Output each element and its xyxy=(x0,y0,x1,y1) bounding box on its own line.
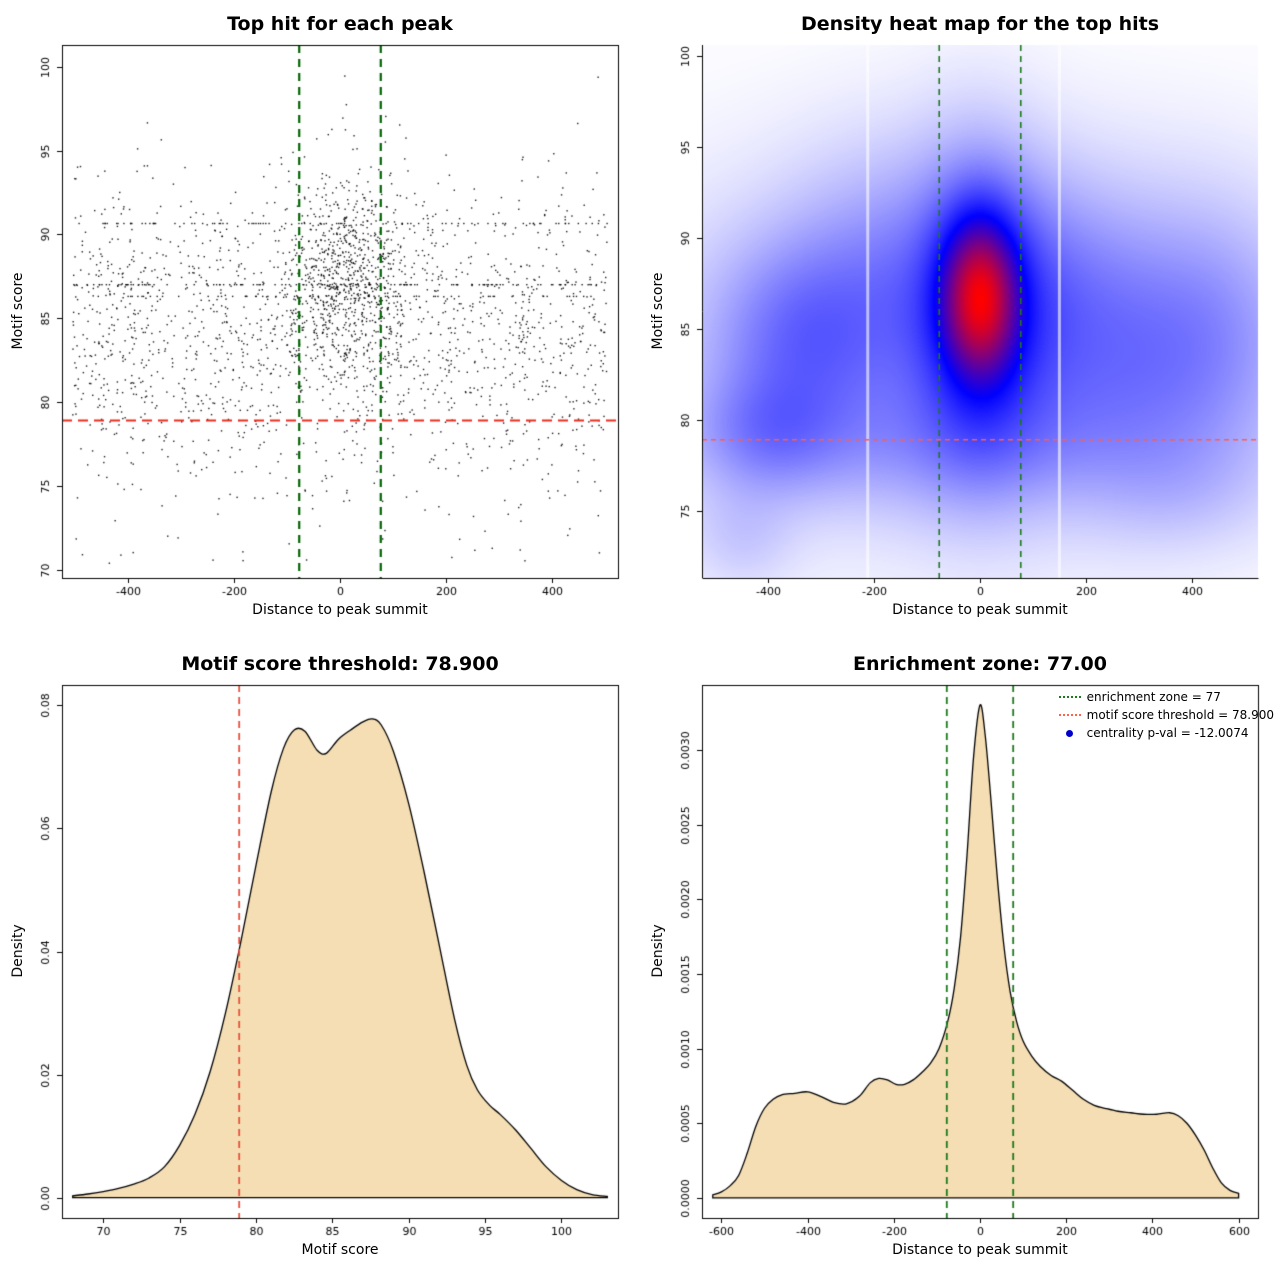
distance-density-canvas xyxy=(640,640,1280,1280)
y-axis-label-distance-density: Density xyxy=(650,924,666,978)
legend-label-centrality-pval: centrality p-val = -12.0074 xyxy=(1086,726,1249,740)
y-axis-label-motif-density: Density xyxy=(10,924,26,978)
motif-threshold-dotted-line-marker xyxy=(1058,714,1081,716)
scatter-plot-canvas xyxy=(0,0,640,640)
legend-label-motif-threshold: motif score threshold = 78.900 xyxy=(1086,708,1274,722)
motif-density-canvas xyxy=(0,640,640,1280)
panel-top-hits-scatter: Top hit for each peak Distance to peak s… xyxy=(0,0,640,640)
y-axis-label-heatmap: Motif score xyxy=(650,272,666,350)
legend-item-centrality-pval: centrality p-val = -12.0074 xyxy=(1059,726,1274,740)
plot-legend: enrichment zone = 77 motif score thresho… xyxy=(1058,690,1274,740)
panel-motif-score-density: Motif score threshold: 78.900 Motif scor… xyxy=(0,640,640,1280)
legend-item-motif-threshold: motif score threshold = 78.900 xyxy=(1058,708,1274,722)
plot-title-heatmap: Density heat map for the top hits xyxy=(800,13,1160,35)
plot-title-scatter: Top hit for each peak xyxy=(227,13,453,35)
plot-title-distance-density: Enrichment zone: 77.00 xyxy=(853,653,1107,675)
plot-title-motif-density: Motif score threshold: 78.900 xyxy=(181,653,499,675)
centrality-pval-dot-marker xyxy=(1065,729,1073,737)
x-axis-label-scatter: Distance to peak summit xyxy=(252,602,428,618)
x-axis-label-distance-density: Distance to peak summit xyxy=(892,1242,1068,1258)
y-axis-label-scatter: Motif score xyxy=(10,272,26,350)
panel-density-heatmap: Density heat map for the top hits Distan… xyxy=(640,0,1280,640)
enrichment-zone-dotted-line-marker xyxy=(1058,696,1081,698)
heatmap-canvas xyxy=(640,0,1280,640)
legend-item-enrichment-zone: enrichment zone = 77 xyxy=(1058,690,1274,704)
x-axis-label-motif-density: Motif score xyxy=(301,1242,379,1258)
panel-distance-density: Enrichment zone: 77.00 Distance to peak … xyxy=(640,640,1280,1280)
x-axis-label-heatmap: Distance to peak summit xyxy=(892,602,1068,618)
legend-label-enrichment-zone: enrichment zone = 77 xyxy=(1086,690,1221,704)
